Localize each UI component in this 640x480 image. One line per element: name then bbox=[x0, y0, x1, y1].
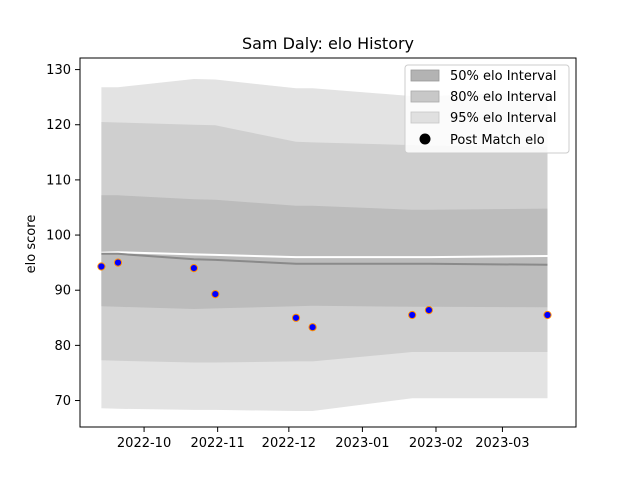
post-match-point bbox=[408, 310, 417, 320]
legend-label-80: 80% elo Interval bbox=[450, 90, 557, 105]
y-tick-label: 70 bbox=[54, 394, 71, 409]
y-tick-label: 110 bbox=[46, 173, 71, 188]
legend-label-95: 95% elo Interval bbox=[450, 111, 557, 126]
legend: 50% elo Interval 80% elo Interval 95% el… bbox=[404, 64, 570, 154]
chart-title: Sam Daly: elo History bbox=[242, 34, 414, 53]
y-tick-label: 130 bbox=[46, 63, 71, 78]
legend-swatch-80 bbox=[410, 90, 440, 103]
post-match-point bbox=[424, 306, 433, 315]
post-match-point bbox=[97, 262, 106, 271]
legend-box bbox=[404, 64, 570, 154]
post-match-point bbox=[543, 310, 552, 320]
legend-label-50: 50% elo Interval bbox=[450, 69, 557, 84]
y-tick-label: 120 bbox=[46, 118, 71, 133]
x-axis-ticks: 2022-10 2022-11 2022-12 2023-01 2023-02 2023-… bbox=[117, 427, 530, 451]
post-match-point bbox=[308, 323, 317, 332]
x-tick-label: 2022-12 bbox=[262, 436, 316, 451]
x-tick-label: 2022-11 bbox=[190, 436, 244, 451]
y-tick-label: 90 bbox=[54, 284, 71, 299]
post-match-point bbox=[211, 290, 220, 299]
y-tick-label: 100 bbox=[46, 229, 71, 244]
x-tick-label: 2022-10 bbox=[117, 436, 171, 451]
post-match-point bbox=[291, 313, 301, 322]
y-tick-label: 80 bbox=[54, 339, 71, 354]
plot-frame bbox=[79, 57, 577, 428]
y-axis-label: elo score bbox=[24, 215, 39, 274]
legend-swatch-95 bbox=[410, 111, 440, 124]
upper-white-line bbox=[101, 251, 548, 259]
post-match-points bbox=[97, 258, 552, 332]
x-tick-label: 2023-01 bbox=[335, 436, 389, 451]
interval-bands bbox=[101, 79, 548, 411]
x-tick-label: 2023-02 bbox=[409, 436, 463, 451]
legend-swatch-50 bbox=[410, 69, 440, 82]
post-match-point bbox=[189, 264, 198, 273]
legend-label-points: Post Match elo bbox=[450, 133, 545, 148]
mean-elo-line bbox=[101, 252, 548, 266]
y-axis-ticks: 70 80 90 100 110 120 130 bbox=[46, 63, 80, 409]
x-tick-label: 2023-03 bbox=[475, 436, 529, 451]
legend-point-marker bbox=[419, 133, 431, 145]
mean-lines bbox=[101, 251, 548, 266]
band-50-pct bbox=[101, 195, 548, 309]
post-match-point bbox=[113, 258, 123, 267]
